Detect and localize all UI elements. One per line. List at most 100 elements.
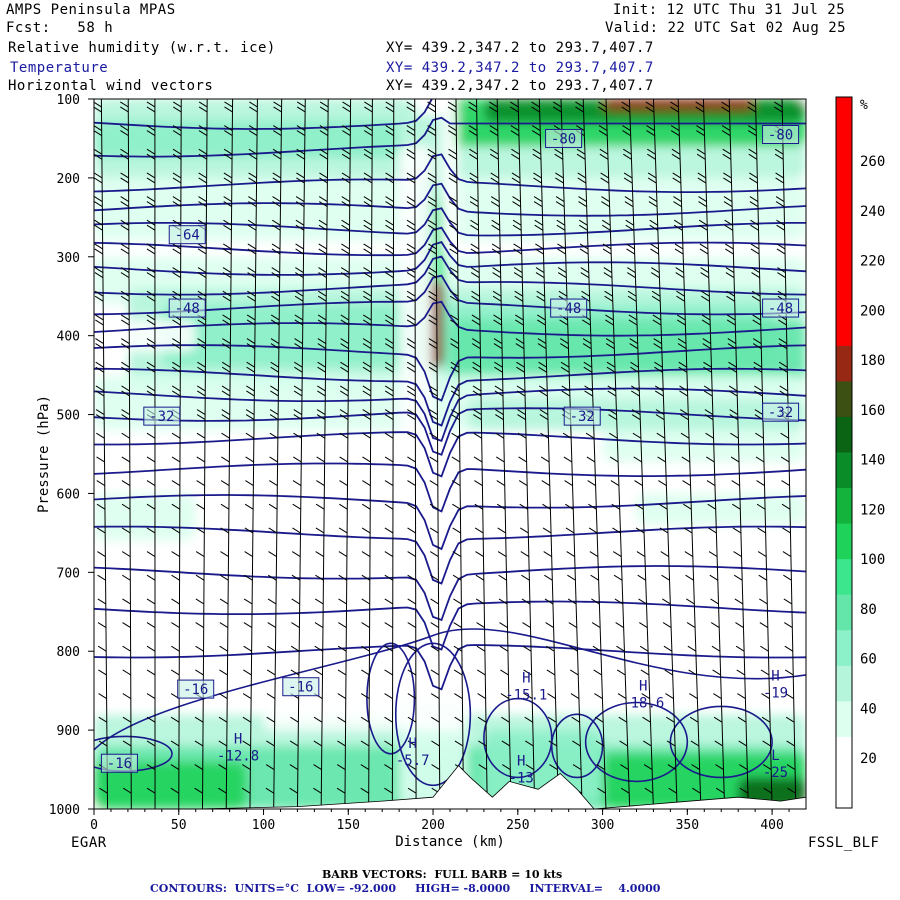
barb-feather: [710, 598, 719, 605]
barb-feather: [475, 574, 485, 581]
barb-feather: [198, 130, 208, 136]
barb-feather: [470, 267, 480, 273]
barb-feather: [494, 366, 503, 373]
barb-feather: [708, 527, 717, 534]
barb-feather: [705, 432, 714, 439]
barb-feather: [704, 409, 714, 415]
barb-feather: [340, 290, 350, 297]
barb-feather: [428, 385, 438, 392]
barb-feather: [219, 622, 229, 628]
barb-feather: [341, 172, 351, 179]
barb-feather: [670, 101, 679, 108]
barb-feather: [632, 432, 642, 439]
barb-feather: [537, 319, 546, 326]
barb-feather: [476, 622, 485, 628]
barb-feather: [532, 148, 542, 155]
barb-feather: [750, 243, 760, 250]
barb-feather: [600, 177, 609, 184]
barb-feather: [406, 290, 416, 297]
barb-feather: [778, 338, 788, 344]
barb-feather: [713, 716, 723, 723]
barb-feather: [385, 153, 394, 160]
barb-feather: [220, 527, 229, 534]
barb-feather: [733, 551, 742, 557]
barb-feather: [645, 106, 655, 113]
barb-feather: [675, 272, 684, 278]
barb-feather: [732, 527, 742, 534]
barb-feather: [734, 598, 744, 605]
barb-feather: [747, 125, 757, 131]
barb-feather: [778, 319, 787, 326]
barb-feather: [776, 219, 785, 226]
barb-feather: [635, 527, 645, 534]
barb-feather: [296, 101, 306, 108]
temperature-label-box: [100, 753, 138, 773]
y-tick-label: 100: [57, 93, 80, 108]
barb-feather: [292, 480, 302, 486]
barb-feather: [753, 361, 763, 368]
y-tick-label: 300: [57, 251, 80, 266]
barb-feather: [448, 177, 458, 184]
barb-feather: [724, 224, 733, 231]
barb-feather: [631, 409, 641, 415]
barb-feather: [94, 248, 103, 255]
temperature-label: -80: [762, 125, 800, 144]
barb-feather: [555, 172, 564, 179]
barb-feather: [385, 148, 394, 155]
barb-feather: [722, 153, 731, 160]
barb-feather: [146, 106, 156, 113]
barb-feather: [339, 503, 348, 510]
barb-feather: [319, 106, 329, 113]
barb-feather: [384, 390, 394, 397]
barb-feather: [171, 503, 181, 510]
barb-feather: [752, 314, 761, 321]
barb-feather: [695, 101, 704, 108]
barb-feather: [218, 716, 228, 723]
barb-feather: [220, 503, 230, 510]
barb-feather: [510, 101, 519, 108]
barb-feather: [146, 319, 156, 326]
barb-feather: [317, 385, 326, 392]
barb-feather: [146, 224, 156, 231]
colorbar-swatch: [836, 630, 852, 667]
barb-feather: [406, 366, 416, 373]
barb-feather: [684, 551, 694, 557]
barb-feather: [582, 338, 592, 344]
barb-feather: [171, 527, 180, 534]
barb-feather: [662, 598, 671, 605]
barb-feather: [533, 177, 542, 184]
barb-feather: [317, 361, 326, 368]
barb-feather: [317, 314, 327, 321]
barb-feather: [218, 787, 227, 794]
barb-feather: [450, 390, 460, 397]
barb-feather: [171, 551, 180, 557]
barb-feather: [219, 645, 228, 652]
barb-feather: [406, 243, 416, 250]
barb-feather: [94, 224, 103, 231]
barb-feather: [489, 101, 498, 108]
barb-feather: [756, 503, 766, 510]
barb-feather: [172, 153, 182, 160]
barb-feather: [555, 177, 564, 184]
barb-feather: [94, 153, 103, 160]
barb-feather: [248, 177, 257, 184]
barb-feather: [431, 716, 440, 723]
barb-feather: [270, 338, 280, 344]
rh-region: [94, 493, 196, 541]
barb-feather: [703, 390, 713, 397]
barb-feather: [643, 740, 652, 747]
colorbar-swatch: [836, 665, 852, 702]
barb-feather: [120, 290, 130, 297]
barb-feather: [510, 106, 519, 113]
barb-feather: [120, 153, 129, 160]
colorbar-tick-label: 240: [860, 204, 885, 220]
barb-feather: [627, 272, 636, 278]
barb-feather: [319, 125, 329, 131]
barb-feather: [267, 645, 276, 652]
barb-feather: [269, 480, 278, 486]
barb-feather: [515, 314, 524, 321]
barb-feather: [94, 243, 103, 250]
barb-feather: [248, 125, 258, 131]
barb-feather: [171, 390, 181, 397]
